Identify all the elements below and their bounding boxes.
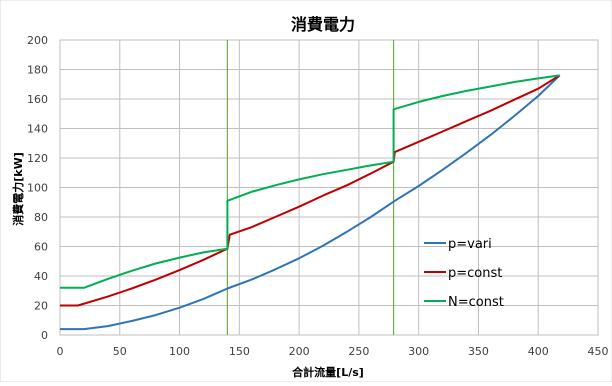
x-tick-label: 0 — [57, 345, 64, 358]
legend: p=vari p=const N=const — [424, 237, 504, 310]
y-tick-label: 200 — [27, 34, 48, 47]
x-tick-label: 450 — [588, 345, 609, 358]
x-tick-label: 150 — [229, 345, 250, 358]
x-tick-label: 300 — [408, 345, 429, 358]
grid-layer — [59, 39, 599, 336]
y-tick-label: 60 — [34, 241, 48, 254]
x-tick-label: 400 — [528, 345, 549, 358]
y-tick-label: 140 — [27, 123, 48, 136]
series-line — [60, 74, 561, 331]
y-tick-label: 80 — [34, 211, 48, 224]
x-tick-label: 100 — [169, 345, 190, 358]
y-tick-label: 160 — [27, 93, 48, 106]
series-line — [60, 74, 561, 307]
x-tick-label: 350 — [468, 345, 489, 358]
x-tick-label: 250 — [348, 345, 369, 358]
y-tick-label: 100 — [27, 182, 48, 195]
y-tick-label: 180 — [27, 64, 48, 77]
x-tick-label: 50 — [113, 345, 127, 358]
legend-label: p=vari — [448, 237, 492, 252]
y-axis-title: 消費電力[kW] — [11, 152, 25, 226]
x-tick-label: 200 — [289, 345, 310, 358]
y-tick-label: 120 — [27, 152, 48, 165]
y-tick-label: 0 — [41, 329, 48, 342]
y-tick-label: 40 — [34, 270, 48, 283]
series-line — [60, 74, 560, 289]
legend-label: N=const — [448, 295, 504, 310]
series-layer — [60, 74, 561, 331]
y-tick-label: 20 — [34, 300, 48, 313]
legend-label: p=const — [448, 266, 502, 281]
axis-layer: 0 20 40 60 80 100 120 140 160 180 200 0 50 100 150 200 2… — [27, 34, 609, 358]
chart-title: 消費電力 — [291, 15, 355, 34]
vertical-marker-layer — [226, 40, 395, 335]
x-axis-title: 合計流量[L/s] — [292, 365, 364, 379]
